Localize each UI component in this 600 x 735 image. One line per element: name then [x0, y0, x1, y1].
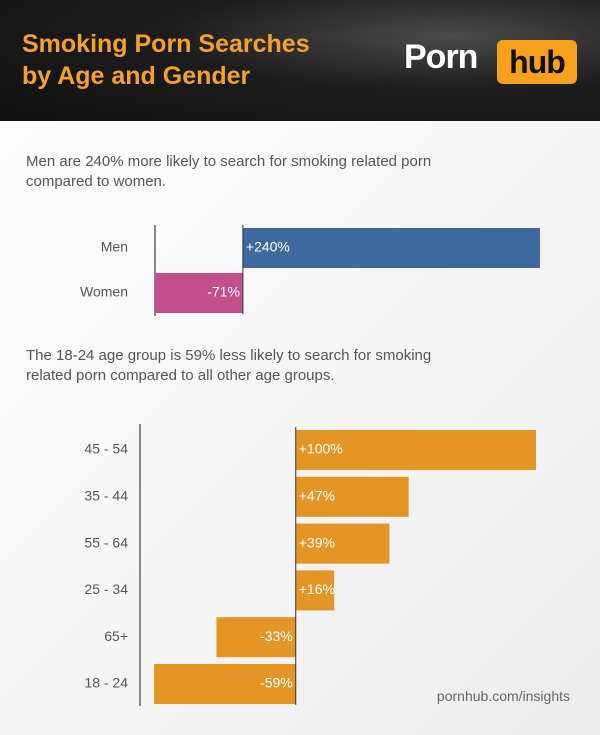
category-label: Women — [80, 284, 128, 300]
bar — [295, 430, 536, 470]
value-label: +16% — [299, 581, 335, 597]
bar — [216, 617, 296, 658]
logo: Porn — [404, 38, 478, 76]
logo: hub — [497, 40, 577, 84]
bar — [242, 228, 540, 268]
chart-description: Men are 240% more likely to search for s… — [26, 153, 432, 170]
bar — [154, 664, 296, 704]
value-label: +100% — [299, 441, 343, 457]
category-label: 65+ — [104, 628, 128, 644]
value-label: -71% — [207, 284, 240, 300]
value-label: +39% — [299, 534, 335, 550]
value-label: +47% — [299, 488, 335, 504]
bar — [155, 273, 243, 313]
category-label: 18 - 24 — [84, 675, 128, 691]
category-label: 55 - 64 — [84, 534, 128, 550]
chart-description: The 18-24 age group is 59% less likely t… — [26, 347, 432, 364]
chart-description: compared to women. — [26, 173, 167, 190]
bar — [295, 523, 390, 564]
bar — [295, 476, 409, 517]
category-label: 35 - 44 — [84, 488, 128, 504]
header: Smoking Porn Searches by Age and Gender … — [0, 0, 600, 121]
title: Smoking Porn Searches — [22, 30, 310, 58]
title: by Age and Gender — [22, 62, 251, 90]
source: pornhub.com/insights — [436, 688, 570, 704]
category-label: 45 - 54 — [84, 441, 128, 457]
value-label: -33% — [260, 628, 293, 644]
chart-description: related porn compared to all other age g… — [26, 367, 335, 384]
bar — [295, 570, 335, 611]
category-label: 25 - 34 — [84, 581, 128, 597]
value-label: +240% — [246, 239, 290, 255]
value-label: -59% — [260, 675, 293, 691]
category-label: Men — [101, 239, 128, 255]
